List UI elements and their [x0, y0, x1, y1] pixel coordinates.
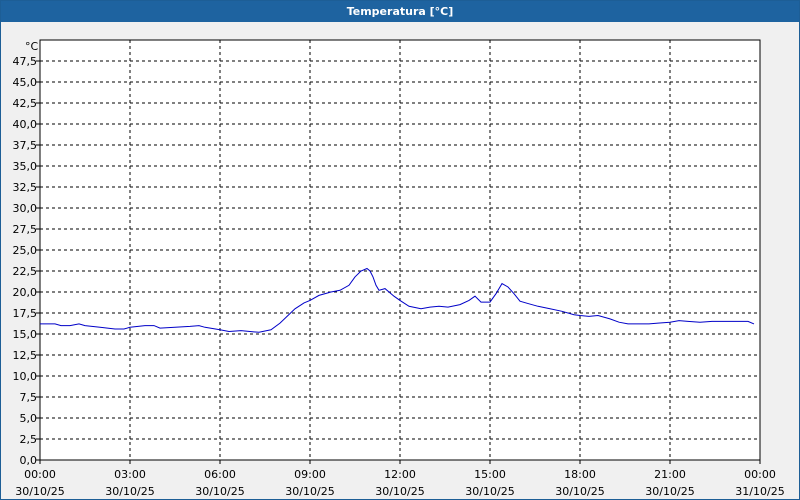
x-tick-time-label: 00:00	[24, 468, 56, 481]
y-tick-label: 2,5	[20, 433, 38, 446]
y-tick-label: 10,0	[13, 370, 38, 383]
y-axis-unit-label: °C	[25, 40, 39, 53]
x-tick-time-label: 00:00	[744, 468, 776, 481]
x-tick-time-label: 03:00	[114, 468, 146, 481]
x-tick-date-label: 30/10/25	[195, 485, 244, 498]
y-tick-label: 45,0	[13, 76, 38, 89]
temperature-series-line	[40, 267, 755, 333]
x-tick-date-label: 30/10/25	[645, 485, 694, 498]
y-tick-label: 35,0	[13, 160, 38, 173]
y-tick-label: 20,0	[13, 286, 38, 299]
y-tick-label: 40,0	[13, 118, 38, 131]
x-tick-time-label: 06:00	[204, 468, 236, 481]
y-tick-label: 25,0	[13, 244, 38, 257]
y-tick-label: 27,5	[13, 223, 38, 236]
y-tick-label: 47,5	[13, 55, 38, 68]
x-tick-labels: 00:00 30/10/25 03:00 30/10/25 06:00 30/10/25 0…	[15, 468, 784, 498]
x-tick-time-label: 12:00	[384, 468, 416, 481]
grid-lines	[36, 40, 761, 464]
x-tick-date-label: 30/10/25	[285, 485, 334, 498]
x-tick-date-label: 30/10/25	[15, 485, 64, 498]
x-tick-time-label: 15:00	[474, 468, 506, 481]
x-tick-date-label: 30/10/25	[105, 485, 154, 498]
y-tick-labels: 0,0 2,5 5,0 7,5 10,0 12,5 15,0 17,5 20,0 22,5 25,0…	[13, 55, 38, 467]
y-tick-label: 7,5	[20, 391, 38, 404]
y-tick-label: 30,0	[13, 202, 38, 215]
y-tick-label: 32,5	[13, 181, 38, 194]
x-tick-date-label: 30/10/25	[375, 485, 424, 498]
x-tick-time-label: 18:00	[564, 468, 596, 481]
y-tick-label: 42,5	[13, 97, 38, 110]
y-tick-label: 0,0	[20, 454, 38, 467]
x-tick-time-label: 21:00	[654, 468, 686, 481]
y-tick-label: 37,5	[13, 139, 38, 152]
x-tick-date-label: 30/10/25	[465, 485, 514, 498]
x-tick-date-label: 30/10/25	[555, 485, 604, 498]
y-tick-label: 12,5	[13, 349, 38, 362]
y-tick-label: 22,5	[13, 265, 38, 278]
series-layer	[40, 267, 755, 333]
y-tick-label: 5,0	[20, 412, 38, 425]
y-tick-label: 15,0	[13, 328, 38, 341]
chart-title: Temperatura [°C]	[1, 1, 799, 22]
x-tick-time-label: 09:00	[294, 468, 326, 481]
y-tick-label: 17,5	[13, 307, 38, 320]
x-tick-date-label: 31/10/25	[735, 485, 784, 498]
